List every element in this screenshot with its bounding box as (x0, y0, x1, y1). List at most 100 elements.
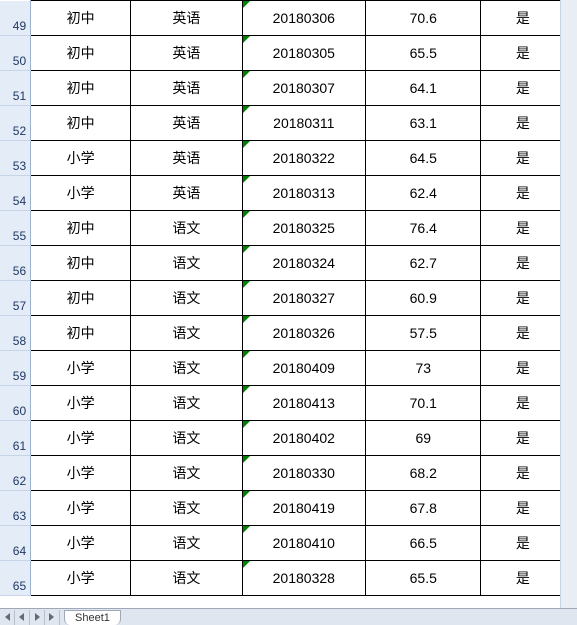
row-header[interactable]: 65 (0, 561, 31, 596)
cell-subject[interactable]: 英语 (131, 176, 242, 211)
cell-flag[interactable]: 是 (481, 106, 565, 141)
table-row[interactable]: 52初中英语2018031163.1是 (0, 106, 577, 141)
row-header[interactable]: 59 (0, 351, 31, 386)
table-row[interactable]: 59小学语文2018040973是 (0, 351, 577, 386)
cell-date_code[interactable]: 20180328 (242, 561, 366, 596)
tab-nav-prev-icon[interactable] (15, 610, 30, 625)
cell-flag[interactable]: 是 (481, 456, 565, 491)
row-header[interactable]: 52 (0, 106, 31, 141)
cell-level[interactable]: 初中 (31, 316, 131, 351)
cell-score[interactable]: 69 (366, 421, 481, 456)
cell-subject[interactable]: 语文 (131, 421, 242, 456)
cell-level[interactable]: 小学 (31, 561, 131, 596)
cell-score[interactable]: 62.4 (366, 176, 481, 211)
cell-date_code[interactable]: 20180322 (242, 141, 366, 176)
cell-level[interactable]: 初中 (31, 36, 131, 71)
cell-score[interactable]: 70.1 (366, 386, 481, 421)
row-header[interactable]: 62 (0, 456, 31, 491)
cell-score[interactable]: 65.5 (366, 561, 481, 596)
row-header[interactable]: 54 (0, 176, 31, 211)
cell-score[interactable]: 68.2 (366, 456, 481, 491)
row-header[interactable]: 56 (0, 246, 31, 281)
row-header[interactable]: 57 (0, 281, 31, 316)
cell-subject[interactable]: 语文 (131, 281, 242, 316)
cell-flag[interactable]: 是 (481, 176, 565, 211)
cell-date_code[interactable]: 20180313 (242, 176, 366, 211)
cell-subject[interactable]: 语文 (131, 526, 242, 561)
tab-nav-next-icon[interactable] (30, 610, 45, 625)
table-row[interactable]: 54小学英语2018031362.4是 (0, 176, 577, 211)
cell-score[interactable]: 70.6 (366, 1, 481, 36)
table-row[interactable]: 58初中语文2018032657.5是 (0, 316, 577, 351)
table-row[interactable]: 51初中英语2018030764.1是 (0, 71, 577, 106)
cell-date_code[interactable]: 20180311 (242, 106, 366, 141)
cell-date_code[interactable]: 20180327 (242, 281, 366, 316)
cell-level[interactable]: 初中 (31, 106, 131, 141)
cell-flag[interactable]: 是 (481, 1, 565, 36)
cell-flag[interactable]: 是 (481, 561, 565, 596)
cell-level[interactable]: 初中 (31, 246, 131, 281)
tab-nav-last-icon[interactable] (45, 610, 60, 625)
cell-date_code[interactable]: 20180325 (242, 211, 366, 246)
cell-subject[interactable]: 英语 (131, 141, 242, 176)
table-row[interactable]: 63小学语文2018041967.8是 (0, 491, 577, 526)
table-row[interactable]: 55初中语文2018032576.4是 (0, 211, 577, 246)
row-header[interactable]: 53 (0, 141, 31, 176)
cell-level[interactable]: 小学 (31, 526, 131, 561)
cell-subject[interactable]: 语文 (131, 211, 242, 246)
cell-date_code[interactable]: 20180326 (242, 316, 366, 351)
vertical-scrollbar[interactable] (560, 0, 577, 608)
table-row[interactable]: 62小学语文2018033068.2是 (0, 456, 577, 491)
row-header[interactable]: 58 (0, 316, 31, 351)
table-row[interactable]: 49初中英语2018030670.6是 (0, 1, 577, 36)
row-header[interactable]: 60 (0, 386, 31, 421)
table-row[interactable]: 50初中英语2018030565.5是 (0, 36, 577, 71)
cell-score[interactable]: 66.5 (366, 526, 481, 561)
cell-score[interactable]: 57.5 (366, 316, 481, 351)
cell-flag[interactable]: 是 (481, 491, 565, 526)
spreadsheet-grid[interactable]: 49初中英语2018030670.6是50初中英语2018030565.5是51… (0, 0, 577, 596)
cell-level[interactable]: 小学 (31, 351, 131, 386)
cell-date_code[interactable]: 20180410 (242, 526, 366, 561)
cell-level[interactable]: 小学 (31, 491, 131, 526)
table-row[interactable]: 61小学语文2018040269是 (0, 421, 577, 456)
tab-nav-first-icon[interactable] (0, 610, 15, 625)
cell-score[interactable]: 63.1 (366, 106, 481, 141)
cell-subject[interactable]: 英语 (131, 1, 242, 36)
worksheet-area[interactable]: 49初中英语2018030670.6是50初中英语2018030565.5是51… (0, 0, 577, 608)
row-header[interactable]: 61 (0, 421, 31, 456)
cell-subject[interactable]: 英语 (131, 71, 242, 106)
cell-score[interactable]: 60.9 (366, 281, 481, 316)
cell-score[interactable]: 76.4 (366, 211, 481, 246)
row-header[interactable]: 55 (0, 211, 31, 246)
cell-score[interactable]: 62.7 (366, 246, 481, 281)
cell-date_code[interactable]: 20180306 (242, 1, 366, 36)
cell-subject[interactable]: 语文 (131, 491, 242, 526)
sheet-tab[interactable]: Sheet1 (64, 610, 121, 625)
table-row[interactable]: 60小学语文2018041370.1是 (0, 386, 577, 421)
cell-flag[interactable]: 是 (481, 351, 565, 386)
cell-subject[interactable]: 英语 (131, 106, 242, 141)
cell-subject[interactable]: 语文 (131, 351, 242, 386)
cell-level[interactable]: 初中 (31, 1, 131, 36)
cell-level[interactable]: 小学 (31, 176, 131, 211)
cell-flag[interactable]: 是 (481, 526, 565, 561)
cell-flag[interactable]: 是 (481, 36, 565, 71)
cell-score[interactable]: 65.5 (366, 36, 481, 71)
cell-level[interactable]: 初中 (31, 211, 131, 246)
cell-flag[interactable]: 是 (481, 141, 565, 176)
cell-subject[interactable]: 语文 (131, 246, 242, 281)
table-row[interactable]: 57初中语文2018032760.9是 (0, 281, 577, 316)
cell-level[interactable]: 小学 (31, 386, 131, 421)
cell-date_code[interactable]: 20180402 (242, 421, 366, 456)
cell-score[interactable]: 64.5 (366, 141, 481, 176)
cell-level[interactable]: 小学 (31, 456, 131, 491)
cell-subject[interactable]: 语文 (131, 561, 242, 596)
cell-flag[interactable]: 是 (481, 386, 565, 421)
table-row[interactable]: 53小学英语2018032264.5是 (0, 141, 577, 176)
cell-score[interactable]: 64.1 (366, 71, 481, 106)
row-header[interactable]: 49 (0, 1, 31, 36)
row-header[interactable]: 63 (0, 491, 31, 526)
cell-flag[interactable]: 是 (481, 211, 565, 246)
cell-level[interactable]: 小学 (31, 421, 131, 456)
